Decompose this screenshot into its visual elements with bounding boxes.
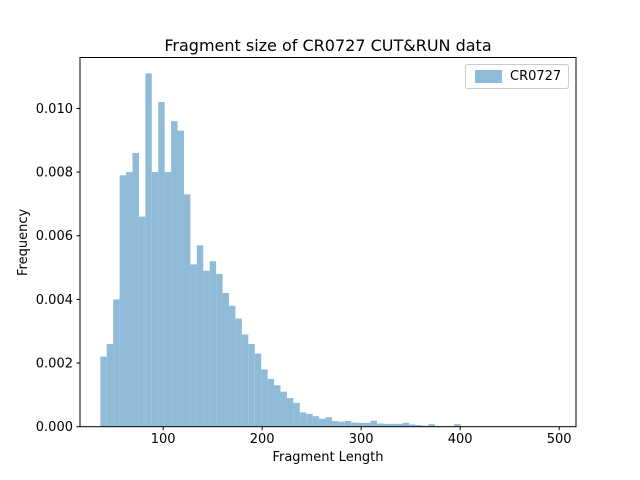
y-axis-label: Frequency — [16, 208, 31, 276]
histogram-bar — [454, 424, 461, 427]
histogram-bar — [100, 356, 107, 427]
histogram-bar — [171, 121, 178, 427]
histogram-bar — [351, 422, 358, 427]
histogram-bar — [331, 420, 339, 427]
y-tick-label: 0.004 — [36, 293, 73, 308]
histogram-bar — [312, 416, 320, 427]
legend-swatch — [475, 70, 502, 83]
histogram-bar — [196, 245, 204, 427]
histogram-bar — [286, 398, 294, 427]
histogram-bar — [396, 423, 403, 427]
histogram-bar — [299, 412, 307, 427]
histogram-bar — [119, 175, 127, 427]
histogram-bar — [319, 418, 326, 427]
histogram-bar — [126, 172, 133, 427]
histogram-bar — [158, 102, 165, 427]
histogram-bar — [145, 73, 152, 427]
histogram-bar — [235, 318, 242, 427]
x-tick-label: 500 — [547, 432, 572, 447]
histogram-bar — [164, 172, 172, 427]
histogram-bar — [409, 424, 416, 427]
histogram-bar — [306, 413, 313, 427]
histogram-bar — [106, 343, 114, 427]
x-axis-label: Fragment Length — [272, 450, 384, 465]
histogram-bar — [274, 385, 281, 427]
histogram-bar — [293, 402, 300, 427]
histogram-bar — [209, 261, 217, 427]
histogram-bar — [402, 422, 410, 427]
histogram-bar — [415, 425, 423, 427]
x-tick-label: 100 — [151, 432, 176, 447]
histogram-bar — [383, 423, 390, 427]
x-tick-label: 200 — [250, 432, 275, 447]
histogram-bar — [113, 299, 120, 427]
axes-spines — [79, 57, 577, 428]
histogram-bar — [280, 391, 287, 427]
histogram-bar — [389, 423, 397, 427]
histogram-bar — [370, 420, 378, 427]
histogram-bar — [248, 343, 255, 427]
y-tick-label: 0.008 — [36, 166, 73, 181]
y-tick-label: 0.000 — [36, 420, 73, 435]
histogram-bar — [338, 421, 345, 427]
histogram-bar — [190, 264, 197, 427]
x-tick-label: 300 — [349, 432, 374, 447]
histogram-bar — [132, 152, 139, 427]
legend: CR0727 — [465, 64, 569, 89]
histogram-bar — [428, 424, 435, 427]
histogram-bar — [229, 305, 236, 427]
chart-title: Fragment size of CR0727 CUT&RUN data — [164, 36, 492, 55]
y-tick-label: 0.002 — [36, 357, 73, 372]
histogram-bar — [241, 334, 249, 427]
histogram-bar — [177, 130, 184, 427]
histogram-bar — [325, 417, 332, 427]
y-tick-label: 0.010 — [36, 102, 73, 117]
histogram-bar — [203, 270, 210, 427]
histogram-bar — [364, 422, 371, 427]
histogram-bar — [377, 423, 384, 427]
histogram-bar — [138, 216, 146, 427]
histogram-bar — [216, 273, 223, 427]
histogram-bar — [254, 353, 262, 427]
histogram-bar — [357, 422, 365, 427]
histogram-bar — [183, 194, 191, 427]
histogram-bar — [344, 420, 352, 427]
histogram-bar — [261, 369, 268, 427]
x-tick-label: 400 — [448, 432, 473, 447]
histogram-bar — [222, 293, 229, 427]
legend-label: CR0727 — [510, 69, 562, 84]
histogram-bar — [267, 378, 275, 427]
histogram-bar — [151, 172, 159, 427]
y-tick-label: 0.006 — [36, 229, 73, 244]
